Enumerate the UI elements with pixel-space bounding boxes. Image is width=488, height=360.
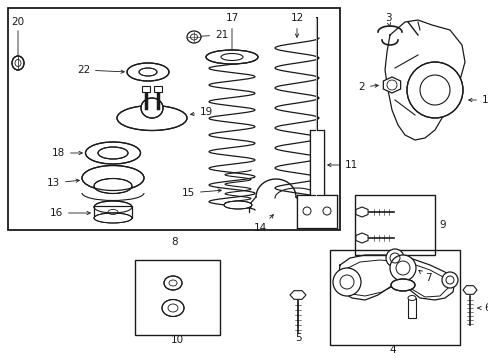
Text: 9: 9: [439, 220, 446, 230]
Text: 20: 20: [11, 17, 24, 27]
Ellipse shape: [12, 56, 24, 70]
Polygon shape: [462, 286, 476, 294]
Text: 22: 22: [77, 65, 124, 75]
Polygon shape: [383, 77, 400, 93]
Text: 18: 18: [52, 148, 82, 158]
Text: 1: 1: [468, 95, 488, 105]
Text: 7: 7: [418, 270, 431, 283]
Text: 15: 15: [182, 188, 221, 198]
Ellipse shape: [127, 63, 169, 81]
Ellipse shape: [98, 147, 128, 159]
Ellipse shape: [390, 279, 414, 291]
Bar: [309, 130, 324, 215]
Text: 12: 12: [290, 13, 303, 37]
Ellipse shape: [407, 296, 415, 301]
Circle shape: [441, 272, 457, 288]
Ellipse shape: [85, 142, 140, 164]
Ellipse shape: [186, 31, 201, 43]
Ellipse shape: [162, 300, 183, 316]
Ellipse shape: [139, 68, 157, 76]
Text: 13: 13: [47, 178, 79, 188]
Text: 4: 4: [389, 345, 395, 355]
Text: 11: 11: [327, 160, 358, 170]
Circle shape: [385, 249, 403, 267]
Bar: [94, 206, 132, 218]
Text: 17: 17: [225, 13, 238, 53]
Ellipse shape: [94, 201, 132, 213]
Ellipse shape: [205, 50, 258, 64]
Text: 14: 14: [253, 215, 273, 233]
Bar: [296, 195, 336, 228]
Polygon shape: [355, 233, 367, 243]
Bar: [407, 298, 415, 318]
Text: 21: 21: [190, 30, 228, 40]
Text: 10: 10: [170, 335, 183, 345]
Ellipse shape: [141, 98, 163, 118]
Bar: [8, 8, 339, 230]
Text: 8: 8: [171, 237, 178, 247]
Ellipse shape: [94, 179, 132, 194]
Bar: [94, 206, 132, 218]
Ellipse shape: [94, 213, 132, 223]
Ellipse shape: [163, 276, 182, 290]
Polygon shape: [289, 291, 305, 299]
Text: 3: 3: [384, 13, 390, 26]
Bar: [154, 86, 162, 92]
Text: 2: 2: [358, 82, 378, 92]
Bar: [135, 260, 220, 335]
Text: 6: 6: [477, 303, 488, 313]
Circle shape: [389, 255, 415, 281]
Ellipse shape: [117, 105, 186, 130]
Bar: [142, 86, 150, 92]
Ellipse shape: [82, 166, 143, 190]
Circle shape: [332, 268, 360, 296]
Text: 16: 16: [50, 208, 90, 218]
Ellipse shape: [224, 201, 251, 209]
Text: 19: 19: [190, 107, 213, 117]
Bar: [329, 250, 459, 345]
Circle shape: [406, 62, 462, 118]
Text: 5: 5: [294, 294, 301, 343]
Bar: [354, 195, 434, 255]
Polygon shape: [355, 207, 367, 217]
